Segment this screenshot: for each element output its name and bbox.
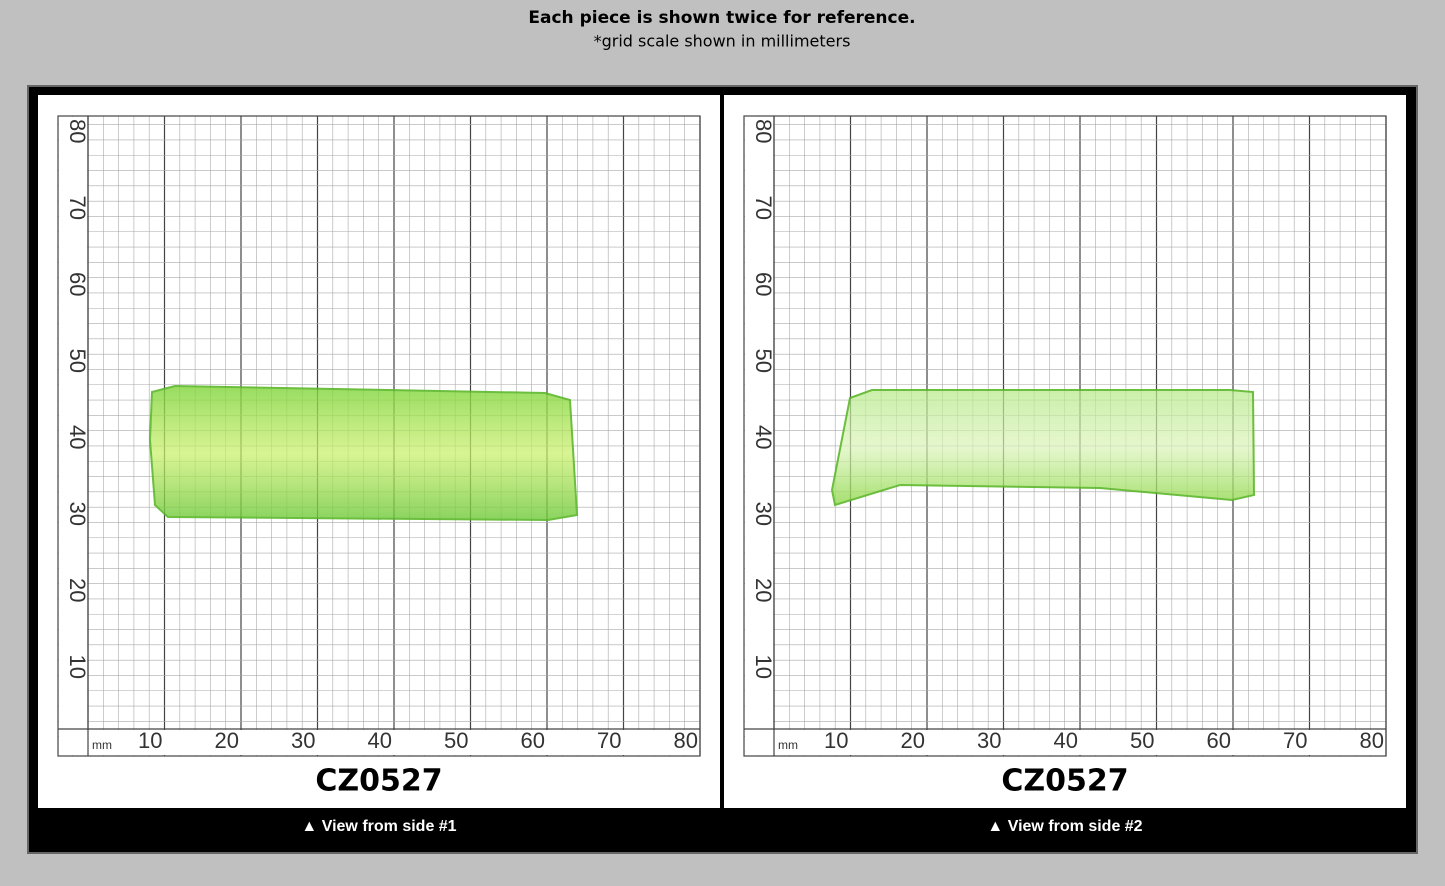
y-scale-label: 20	[751, 578, 776, 602]
y-scale-label: 50	[65, 349, 90, 373]
x-scale-label: 40	[368, 728, 392, 753]
view-caption: ▲ View from side #2	[987, 818, 1142, 835]
y-scale-label: 30	[751, 502, 776, 526]
unit-label: mm	[92, 738, 112, 752]
y-scale-label: 60	[65, 272, 90, 296]
x-scale-label: 70	[1283, 728, 1307, 753]
x-scale-label: 10	[138, 728, 162, 753]
x-scale-label: 50	[444, 728, 468, 753]
x-scale-label: 30	[291, 728, 315, 753]
y-scale-label: 60	[751, 272, 776, 296]
y-scale-label: 70	[751, 196, 776, 220]
y-scale-label: 80	[751, 119, 776, 143]
x-scale-label: 60	[521, 728, 545, 753]
crystal	[148, 384, 579, 522]
y-scale-label: 40	[65, 425, 90, 449]
y-scale-label: 30	[65, 502, 90, 526]
y-scale-label: 40	[751, 425, 776, 449]
x-scale-label: 70	[597, 728, 621, 753]
x-scale-label: 50	[1130, 728, 1154, 753]
y-scale-label: 10	[65, 655, 90, 679]
unit-label: mm	[778, 738, 798, 752]
x-scale-label: 60	[1207, 728, 1231, 753]
label-strip	[745, 117, 773, 755]
y-scale-label: 70	[65, 196, 90, 220]
crystal	[830, 389, 1256, 507]
label-strip	[59, 117, 87, 755]
x-scale-label: 40	[1054, 728, 1078, 753]
x-scale-label: 10	[824, 728, 848, 753]
caption-bar	[724, 808, 1406, 848]
x-scale-label: 80	[674, 728, 698, 753]
caption-bar	[38, 808, 720, 848]
x-scale-label: 30	[977, 728, 1001, 753]
piece-code: CZ0527	[1001, 764, 1128, 799]
panel: mm 10 20 30 40 50 60 70 80 10 20 30 40 50 60 70 80 CZ0527…	[38, 95, 720, 848]
y-scale-label: 80	[65, 119, 90, 143]
panel: mm 10 20 30 40 50 60 70 80 10 20 30 40 50 60 70 80 CZ0527…	[724, 95, 1406, 848]
x-scale-label: 20	[215, 728, 239, 753]
piece-code: CZ0527	[315, 764, 442, 799]
grid-border	[57, 115, 701, 757]
grid-border	[743, 115, 1387, 757]
label-strip	[59, 730, 699, 755]
header-title: Each piece is shown twice for reference.	[528, 8, 915, 28]
y-scale-label: 20	[65, 578, 90, 602]
label-strip	[745, 730, 1385, 755]
x-scale-label: 20	[901, 728, 925, 753]
y-scale-label: 50	[751, 349, 776, 373]
x-scale-label: 80	[1360, 728, 1384, 753]
view-caption: ▲ View from side #1	[301, 818, 456, 835]
header-subtitle: *grid scale shown in millimeters	[594, 32, 851, 51]
y-scale-label: 10	[751, 655, 776, 679]
